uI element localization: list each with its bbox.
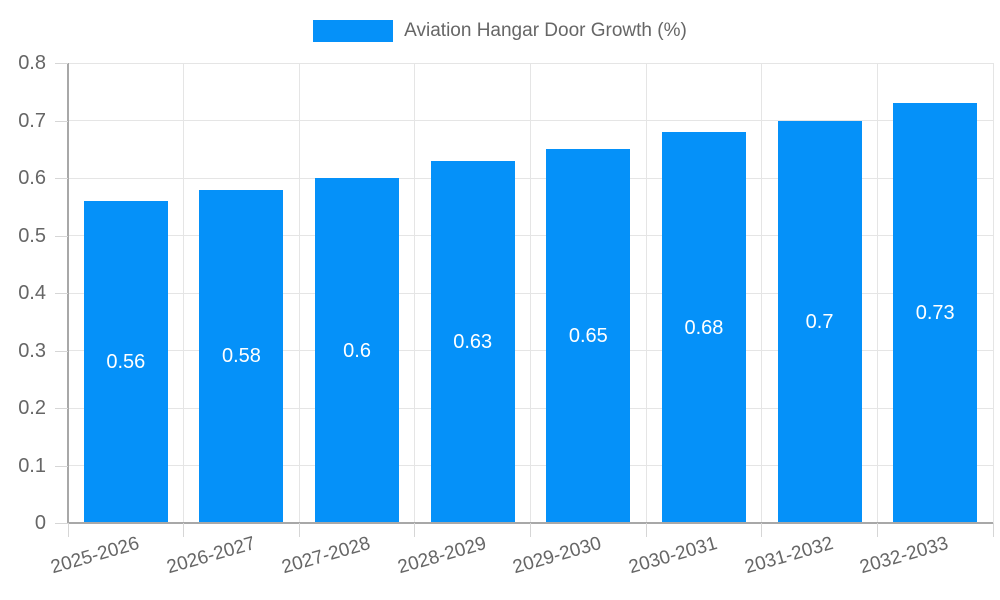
bar-value-label: 0.68 <box>684 316 724 339</box>
bar[interactable]: 0.68 <box>661 132 746 523</box>
y-axis-tick <box>55 63 68 64</box>
bar[interactable]: 0.6 <box>315 178 400 523</box>
x-axis-tick <box>414 523 416 537</box>
legend-label: Aviation Hangar Door Growth (%) <box>404 20 687 41</box>
legend-swatch-icon <box>313 20 394 42</box>
gridline-vertical <box>761 63 763 523</box>
y-axis-label: 0.7 <box>18 109 46 132</box>
y-axis-line <box>67 63 69 523</box>
y-axis-tick <box>55 523 68 524</box>
x-axis-tick <box>761 523 763 537</box>
bar[interactable]: 0.56 <box>83 201 168 523</box>
bar-value-label: 0.65 <box>568 325 608 348</box>
gridline-vertical <box>298 63 300 523</box>
y-axis-tick <box>55 120 68 122</box>
x-axis-tick <box>876 523 878 537</box>
y-axis-label: 0.4 <box>18 282 46 304</box>
y-axis-tick <box>55 178 68 179</box>
y-axis-tick <box>55 465 68 467</box>
y-axis-label: 0.2 <box>18 397 46 419</box>
x-axis-tick <box>992 523 994 537</box>
bar[interactable]: 0.7 <box>777 120 862 523</box>
plot-area: 0.56 0.58 0.6 0.63 0.65 0.68 0.7 0.73 <box>68 62 994 523</box>
bar[interactable]: 0.65 <box>546 149 631 523</box>
bar[interactable]: 0.63 <box>430 160 515 523</box>
gridline-vertical <box>183 63 185 523</box>
gridline-vertical <box>876 63 878 523</box>
y-axis-label: 0.3 <box>18 339 46 362</box>
x-axis-tick <box>645 523 647 537</box>
x-axis-label: 2031-2032 <box>742 533 836 579</box>
y-axis-label: 0.8 <box>18 52 46 74</box>
gridline-vertical <box>414 63 416 523</box>
y-axis-label: 0.1 <box>18 454 46 477</box>
bar-value-label: 0.7 <box>805 310 834 333</box>
gridline-vertical <box>992 63 994 523</box>
y-axis-tick <box>55 408 68 409</box>
x-axis-label: 2032-2033 <box>857 533 951 579</box>
bar-value-label: 0.56 <box>106 351 146 373</box>
y-axis-tick <box>55 293 68 294</box>
bar-value-label: 0.6 <box>343 339 371 362</box>
x-axis-label: 2025-2026 <box>48 533 142 579</box>
bar[interactable]: 0.73 <box>893 103 978 523</box>
y-axis-label: 0 <box>34 512 46 534</box>
x-axis-label: 2028-2029 <box>395 533 489 579</box>
y-axis-tick <box>55 235 68 237</box>
x-axis-label: 2030-2031 <box>626 533 720 579</box>
x-axis-tick <box>67 523 69 537</box>
gridline-vertical <box>530 63 531 523</box>
gridline-vertical <box>645 63 647 523</box>
bar-value-label: 0.73 <box>915 302 955 325</box>
x-axis-label: 2027-2028 <box>279 533 373 579</box>
y-axis-tick <box>55 350 68 352</box>
x-axis-label: 2029-2030 <box>510 533 605 579</box>
bar-value-label: 0.58 <box>221 345 261 368</box>
x-axis-tick <box>530 523 531 537</box>
x-axis-label: 2026-2027 <box>164 533 258 579</box>
bar[interactable]: 0.58 <box>199 189 284 523</box>
y-axis-label: 0.5 <box>18 224 46 247</box>
legend[interactable]: Aviation Hangar Door Growth (%) <box>0 20 1000 42</box>
x-axis-tick <box>298 523 300 537</box>
bar-value-label: 0.63 <box>453 330 493 353</box>
y-axis-label: 0.6 <box>18 167 46 189</box>
x-axis-tick <box>183 523 185 537</box>
